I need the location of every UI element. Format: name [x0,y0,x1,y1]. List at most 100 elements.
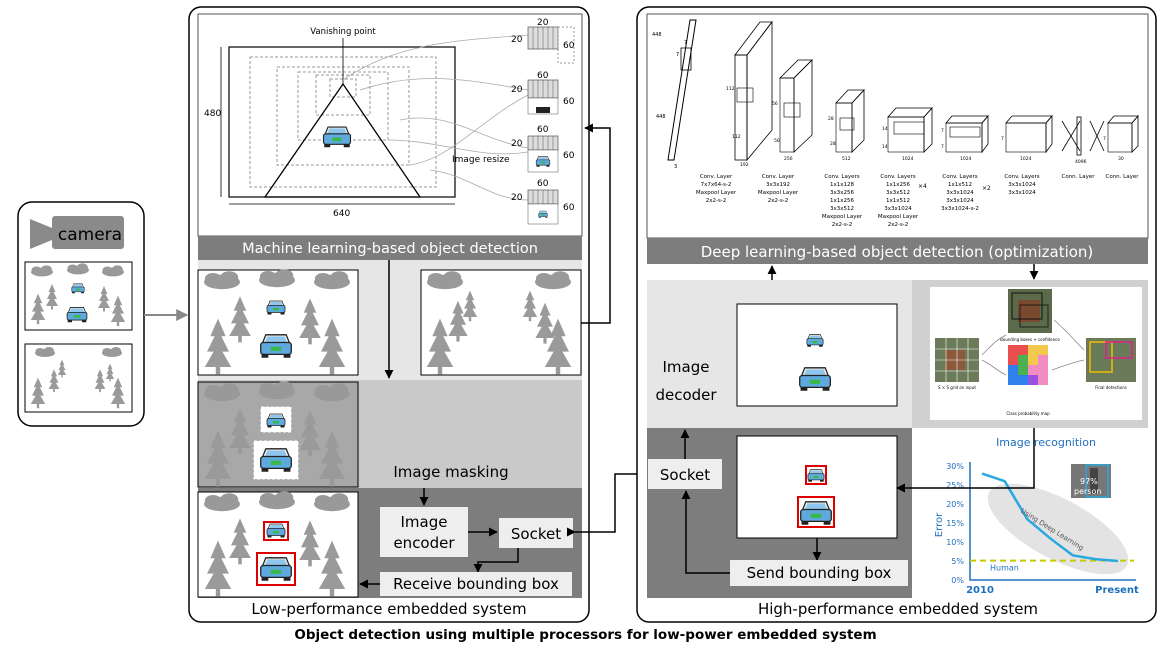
inter-socket-link [566,469,647,537]
patch-w-label: 20 [537,18,549,28]
layer6-line3: 3x3x1024 [1008,190,1036,196]
ml-panel-title: Machine learning-based object detection [242,241,538,257]
patch-h-label-2: 60 [563,97,575,107]
layer6-line1: Conv. Layers [1004,174,1039,180]
dim-112-b: 112 [732,134,741,140]
patch-w-side-label-3: 20 [511,139,523,149]
layer3-line5: 3x3x512 [830,206,854,212]
dim-7-d: 7 [941,144,944,150]
camera-label: camera [58,225,122,245]
chart-ytick: 20% [946,500,964,509]
layer2-line1: Conv. Layer [762,174,795,180]
image-encoder-line1: Image [401,513,448,531]
dim-448-side: 448 [656,114,666,120]
send-bbox-box [730,560,908,586]
layer5-line3: 3x3x1024 [946,190,974,196]
repeat-x2: ×2 [982,185,991,192]
layer3-line4: 1x1x256 [830,198,855,204]
channel-30: 30 [1118,156,1124,162]
patch-stack-1: 20 20 60 [511,18,575,64]
ml-detection-diagram: Machine learning-based object detection … [197,13,583,260]
yolo-final-image: Final detections [1086,338,1136,390]
chart-ytick: 0% [951,576,964,585]
dim-14-a: 14 [882,126,888,132]
low-socket-box [499,518,573,548]
layer1-line1: Conv. Layer [700,174,733,180]
bbox-result-image [736,435,898,539]
chart-human-label: Human [990,564,1019,573]
figure-caption: Object detection using multiple processo… [294,627,877,643]
high-panel-title: High-performance embedded system [758,600,1038,618]
patch-h-label-3: 60 [563,151,575,161]
layer5-line1: Conv. Layers [942,174,977,180]
dim-448-top: 448 [652,32,662,38]
layer1-line3: Maxpool Layer [696,190,737,196]
dim-28-a: 28 [828,116,834,122]
dim-28-b: 28 [830,141,836,147]
dim-3: 3 [674,164,677,170]
low-socket-label: Socket [511,525,561,543]
layer4-line3: 3x3x512 [886,190,910,196]
patch-w-side-label: 20 [511,35,523,45]
yolo-bbox-label: Bounding boxes + confidence [1000,337,1060,342]
image-decoder-line2: decoder [655,386,717,404]
camera-icon [30,216,124,249]
socket-to-receive-arrow [473,548,519,573]
person-photo: 97% person [1071,464,1111,498]
image-encoder-box [380,507,468,557]
layer7-line1: Conn. Layer [1061,174,1095,180]
chart-xtick-end: Present [1095,585,1139,596]
send-to-socket-arrow [681,490,730,574]
patch-size-label-3: 60 [537,179,549,189]
layer3-line2: 1x1x128 [830,182,855,188]
patch-stack-2: 20 60 60 [511,71,575,115]
scene-to-ml-arrow [581,123,611,324]
yolo-class-map: Class probability map [1006,345,1050,416]
patch-h-label-4: 60 [563,203,575,213]
chart-series-deep-learning [981,472,1119,563]
layer5-line2: 1x1x512 [948,182,972,188]
patch-stack-3: 20 60 60 [511,125,575,173]
photo-word: person [1074,487,1101,496]
camera-panel: camera [17,201,145,427]
chart-ytick: 10% [946,538,964,547]
chart-trend-ellipse [987,483,1129,575]
patch-size-label-2: 60 [537,125,549,135]
repeat-x4: ×4 [918,183,927,190]
dim-56-b: 56 [774,138,780,144]
layer1-line4: 2x2-s-2 [706,198,727,204]
high-socket-box [648,459,722,489]
bbox-scene [197,491,359,598]
layer3-line7: 2x2-s-2 [832,222,853,228]
layer6-line2: 3x3x1024 [1008,182,1036,188]
camera-frame-1 [24,261,133,331]
low-performance-panel: Machine learning-based object detection … [188,6,611,623]
yolo-grid-label: S × S grid on input [938,385,976,390]
layer5-line5: 3x3x1024-s-2 [941,206,979,212]
layer3-line3: 3x3x256 [830,190,855,196]
dim-7-f: 7 [1103,136,1106,142]
camera-frame-2 [24,343,133,413]
image-decoder-line1: Image [663,358,710,376]
chart-xtick-start: 2010 [966,585,994,596]
yolo-class-map-label: Class probability map [1006,411,1050,416]
channel-4096: 4096 [1075,159,1087,165]
chart-ytick: 25% [946,481,964,490]
recognition-chart: Image recognition Error 30% 25% 20% 15% 10% 5… [914,430,1148,598]
image-encoder-line2: encoder [393,534,455,552]
layer4-line4: 1x1x512 [886,198,910,204]
layer1-line2: 7x7x64-s-2 [701,182,732,188]
patch-w-side-label-2: 20 [511,85,523,95]
dim-7-a: 7 [676,52,679,58]
chart-to-bbox-arrow [896,428,1035,493]
dim-56-a: 56 [772,101,778,107]
chart-ytick: 30% [946,462,964,471]
channel-1024-c: 1024 [1020,156,1032,162]
layer4-line6: Maxpool Layer [878,214,919,220]
yolo-final-label: Final detections [1095,385,1126,390]
channel-1024-a: 1024 [902,156,914,162]
layer4-line5: 3x3x1024 [884,206,912,212]
layer2-line2: 3x3x192 [766,182,790,188]
layer2-line3: Maxpool Layer [758,190,799,196]
vanishing-point-label: Vanishing point [310,27,376,37]
